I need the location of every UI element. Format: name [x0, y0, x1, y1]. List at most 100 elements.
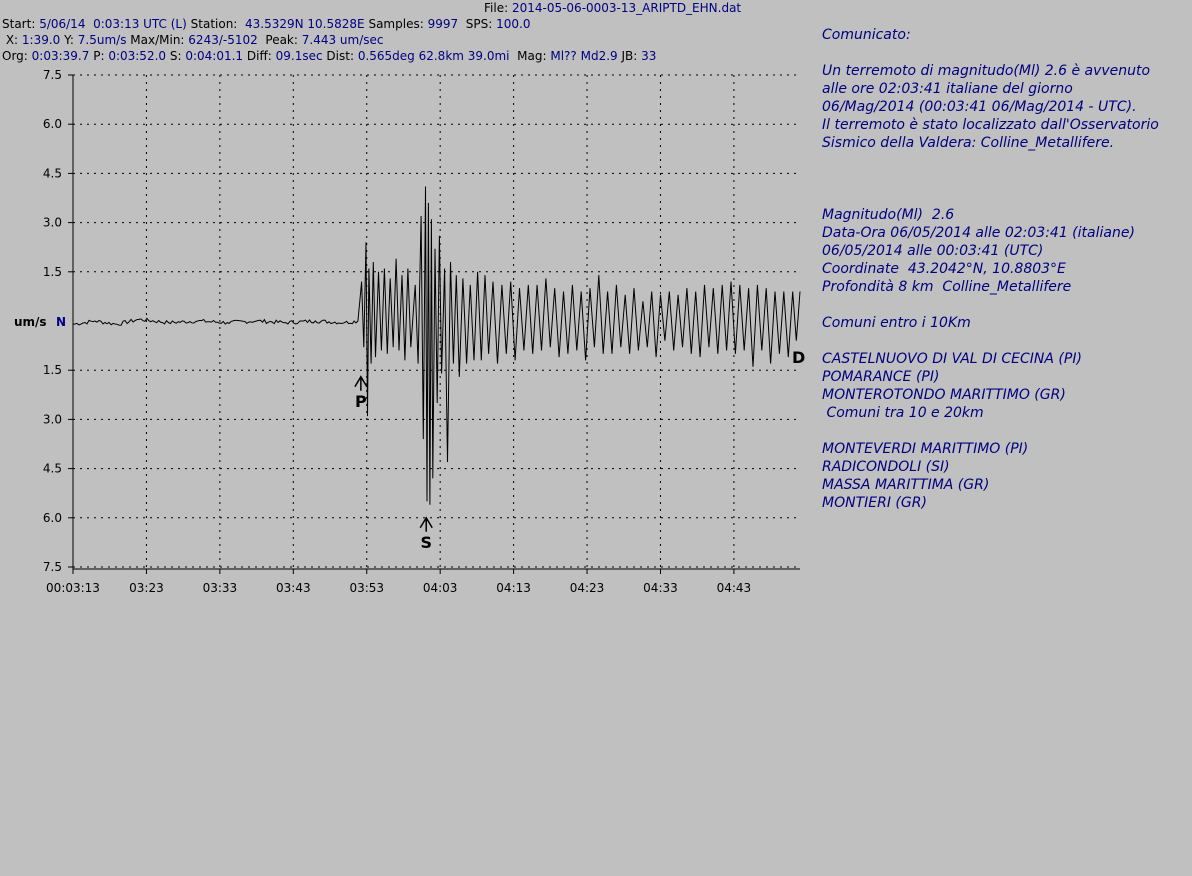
header-line-3: Org: 0:03:39.7 P: 0:03:52.0 S: 0:04:01.1… [2, 49, 656, 63]
x-tick-labels: 00:03:13 03:23 03:33 03:43 03:53 04:03 04:13 04… [46, 581, 751, 595]
y-label: Y: [64, 33, 74, 47]
comunicato-line: MONTIERI (GR) [822, 495, 927, 511]
x-tick-label: 04:33 [643, 581, 678, 595]
comunicato-line: MONTEROTONDO MARITTIMO (GR) [822, 387, 1066, 403]
file-value: 2014-05-06-0003-13_ARIPTD_EHN.dat [511, 1, 742, 15]
station-value: 43.5329N 10.5828E [245, 17, 365, 31]
x-tick-label: 03:43 [276, 581, 311, 595]
y-tick-label: 6.0 [43, 117, 62, 131]
y-value: 7.5um/s [77, 33, 127, 47]
plot-axes [68, 74, 800, 574]
comunicato-line: Data-Ora 06/05/2014 alle 02:03:41 (itali… [822, 225, 1135, 241]
pick-label: D [792, 348, 805, 367]
samples-label: Samples: [368, 17, 424, 31]
x-tick-label: 03:53 [349, 581, 384, 595]
header-line-1: Start: 5/06/14 0:03:13 UTC (L) Station: … [2, 17, 530, 31]
comunicato-panel: Comunicato: Un terremoto di magnitudo(Ml)… [822, 26, 1159, 512]
maxmin-value: 6243/-5102 [188, 33, 258, 47]
comunicato-line: 06/Mag/2014 (00:03:41 06/Mag/2014 - UTC)… [822, 99, 1137, 115]
x-tick-label: 03:33 [203, 581, 238, 595]
org-label: Org: [2, 49, 28, 63]
start-value: 5/06/14 0:03:13 UTC (L) [39, 17, 187, 31]
comunicato-line: POMARANCE (PI) [822, 369, 940, 385]
y-tick-label: 3.0 [43, 412, 62, 426]
file-label: File: [484, 1, 509, 15]
x-tick-label: 04:03 [423, 581, 458, 595]
sps-value: 100.0 [496, 17, 531, 31]
start-label: Start: [2, 17, 36, 31]
x-tick-label: 03:23 [129, 581, 164, 595]
y-tick-label: 7.5 [43, 68, 62, 82]
y-tick-label: 4.5 [43, 166, 62, 180]
comunicato-line [822, 296, 1159, 314]
comunicato-line: Coordinate 43.2042°N, 10.8803°E [822, 261, 1066, 277]
p-value: 0:03:52.0 [108, 49, 167, 63]
s-value: 0:04:01.1 [185, 49, 244, 63]
comunicato-line [822, 422, 1159, 440]
x-tick-label: 04:23 [570, 581, 605, 595]
pick-d: D [792, 348, 805, 367]
comunicato-line: Comuni tra 10 e 20km [822, 405, 984, 421]
comunicato-line: Un terremoto di magnitudo(Ml) 2.6 è avve… [822, 63, 1151, 79]
dist-value: 0.565deg 62.8km 39.0mi [357, 49, 510, 63]
comunicato-line: 06/05/2014 alle 00:03:41 (UTC) [822, 243, 1044, 259]
sps-label: SPS: [465, 17, 493, 31]
comunicato-line [822, 152, 1159, 170]
comunicato-line [822, 170, 1159, 188]
pick-arrow-icon [419, 516, 433, 532]
comunicato-line: Il terremoto è stato localizzato dall'Os… [822, 117, 1159, 133]
comunicato-line [822, 188, 1159, 206]
y-tick-label: 7.5 [43, 560, 62, 574]
comunicato-line: MONTEVERDI MARITTIMO (PI) [822, 441, 1029, 457]
station-label: Station: [190, 17, 238, 31]
peak-label: Peak: [265, 33, 298, 47]
waveform-trace [72, 186, 801, 505]
comunicato-line: RADICONDOLI (SI) [822, 459, 950, 475]
y-axis-label: um/s [14, 315, 47, 329]
pick-p: P [354, 375, 368, 411]
comunicato-line: alle ore 02:03:41 italiane del giorno [822, 81, 1073, 97]
diff-value: 09.1sec [275, 49, 323, 63]
dist-label: Dist: [326, 49, 354, 63]
org-value: 0:03:39.7 [31, 49, 90, 63]
comunicato-line: Comunicato: [822, 27, 911, 43]
phase-picks: P S D [354, 348, 805, 552]
jb-value: 33 [641, 49, 657, 63]
p-label: P: [93, 49, 105, 63]
comunicato-line: Comuni entro i 10Km [822, 315, 971, 331]
samples-value: 9997 [427, 17, 459, 31]
comunicato-line [822, 332, 1159, 350]
mag-value: Ml?? Md2.9 [550, 49, 618, 63]
x-tick-label: 00:03:13 [46, 581, 100, 595]
jb-label: JB: [621, 49, 638, 63]
pick-label: P [355, 392, 367, 411]
maxmin-label: Max/Min: [130, 33, 185, 47]
seismogram-plot: 7.56.04.53.01.51.53.04.56.07.5 00:03:13 0… [14, 68, 805, 595]
pick-label: S [420, 533, 432, 552]
x-value: 1:39.0 [21, 33, 61, 47]
comunicato-line: Magnitudo(Ml) 2.6 [822, 207, 955, 223]
comunicato-line: MASSA MARITTIMA (GR) [822, 477, 990, 493]
header-line-2: X: 1:39.0 Y: 7.5um/s Max/Min: 6243/-5102… [2, 33, 384, 47]
comunicato-line: Profondità 8 km Colline_Metallifere [822, 279, 1072, 295]
file-line: File: 2014-05-06-0003-13_ARIPTD_EHN.dat [484, 1, 741, 15]
comunicato-line: CASTELNUOVO DI VAL DI CECINA (PI) [822, 351, 1082, 367]
channel-label: N [56, 315, 66, 329]
comunicato-line: Sismico della Valdera: Colline_Metallife… [822, 135, 1115, 151]
pick-s: S [419, 516, 433, 552]
comunicato-line [822, 44, 1159, 62]
peak-value: 7.443 um/sec [301, 33, 384, 47]
y-tick-label: 6.0 [43, 511, 62, 525]
mag-label: Mag: [517, 49, 547, 63]
s-label: S: [169, 49, 182, 63]
x-tick-label: 04:43 [717, 581, 752, 595]
x-tick-label: 04:13 [496, 581, 531, 595]
y-tick-label: 1.5 [43, 265, 62, 279]
y-tick-label: 1.5 [43, 363, 62, 377]
x-label: X: [5, 33, 19, 47]
pick-arrow-icon [354, 375, 368, 391]
y-tick-label: 3.0 [43, 216, 62, 230]
y-tick-labels: 7.5 6.0 4.5 3.0 1.5 1.5 3.0 4.5 6.0 7.5 [43, 68, 62, 574]
y-tick-label: 4.5 [43, 462, 62, 476]
diff-label: Diff: [246, 49, 272, 63]
